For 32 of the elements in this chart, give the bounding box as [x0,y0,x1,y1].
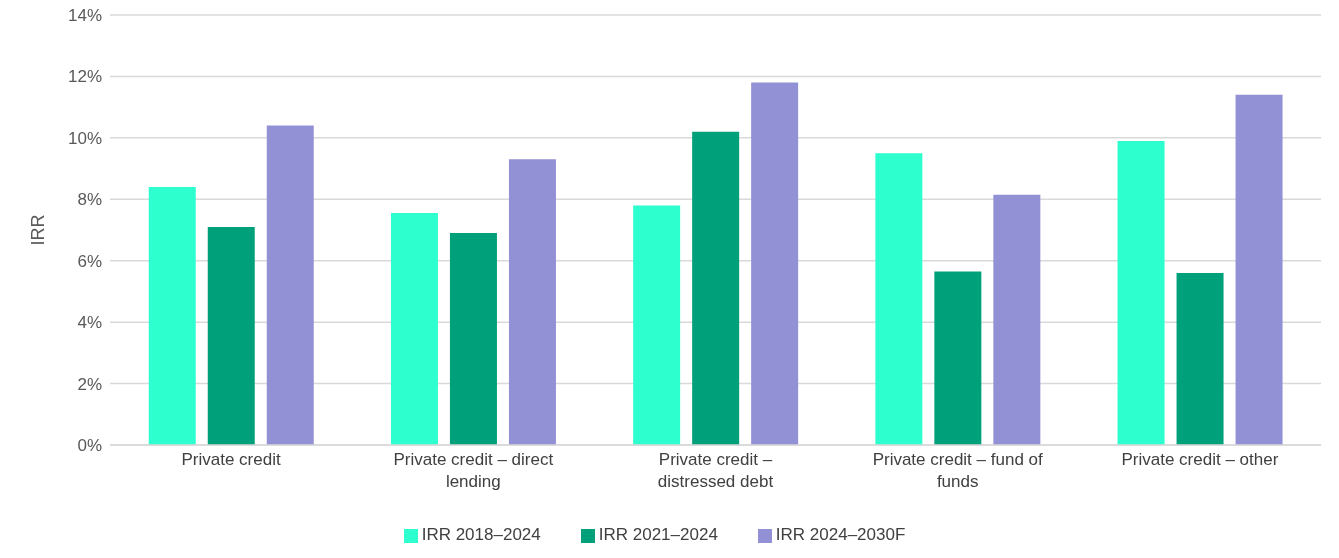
bar [207,226,255,445]
bar [1117,140,1165,445]
bar [266,125,314,445]
y-tick-label: 2% [77,374,102,394]
bar [1235,94,1283,445]
bar [508,159,556,445]
bar [1176,273,1224,445]
y-tick-label: 4% [77,313,102,333]
legend-label: IRR 2021–2024 [598,525,718,544]
bar [934,271,982,445]
bar [993,194,1041,445]
y-tick-label: 6% [77,251,102,271]
y-tick-label: 8% [77,190,102,210]
y-axis-title: IRR [28,214,49,246]
bar [148,187,196,445]
y-tick-label: 14% [67,6,102,26]
bar [751,82,799,445]
x-tick-label: Private credit – fund of funds [872,450,1044,491]
x-tick-label: Private credit – distressed debt [657,450,774,491]
bar [692,131,740,445]
y-tick-label: 0% [77,436,102,456]
bar [875,153,923,445]
x-tick-label: Private credit – other [1121,450,1279,469]
legend-label: IRR 2024–2030F [775,525,906,544]
legend-label: IRR 2018–2024 [421,525,541,544]
bar [633,205,681,445]
x-tick-label: Private credit – direct lending [393,450,554,491]
y-tick-label: 10% [67,128,102,148]
bar [449,233,497,445]
y-tick-label: 12% [67,67,102,87]
x-tick-label: Private credit [181,450,281,469]
bar [390,213,438,445]
